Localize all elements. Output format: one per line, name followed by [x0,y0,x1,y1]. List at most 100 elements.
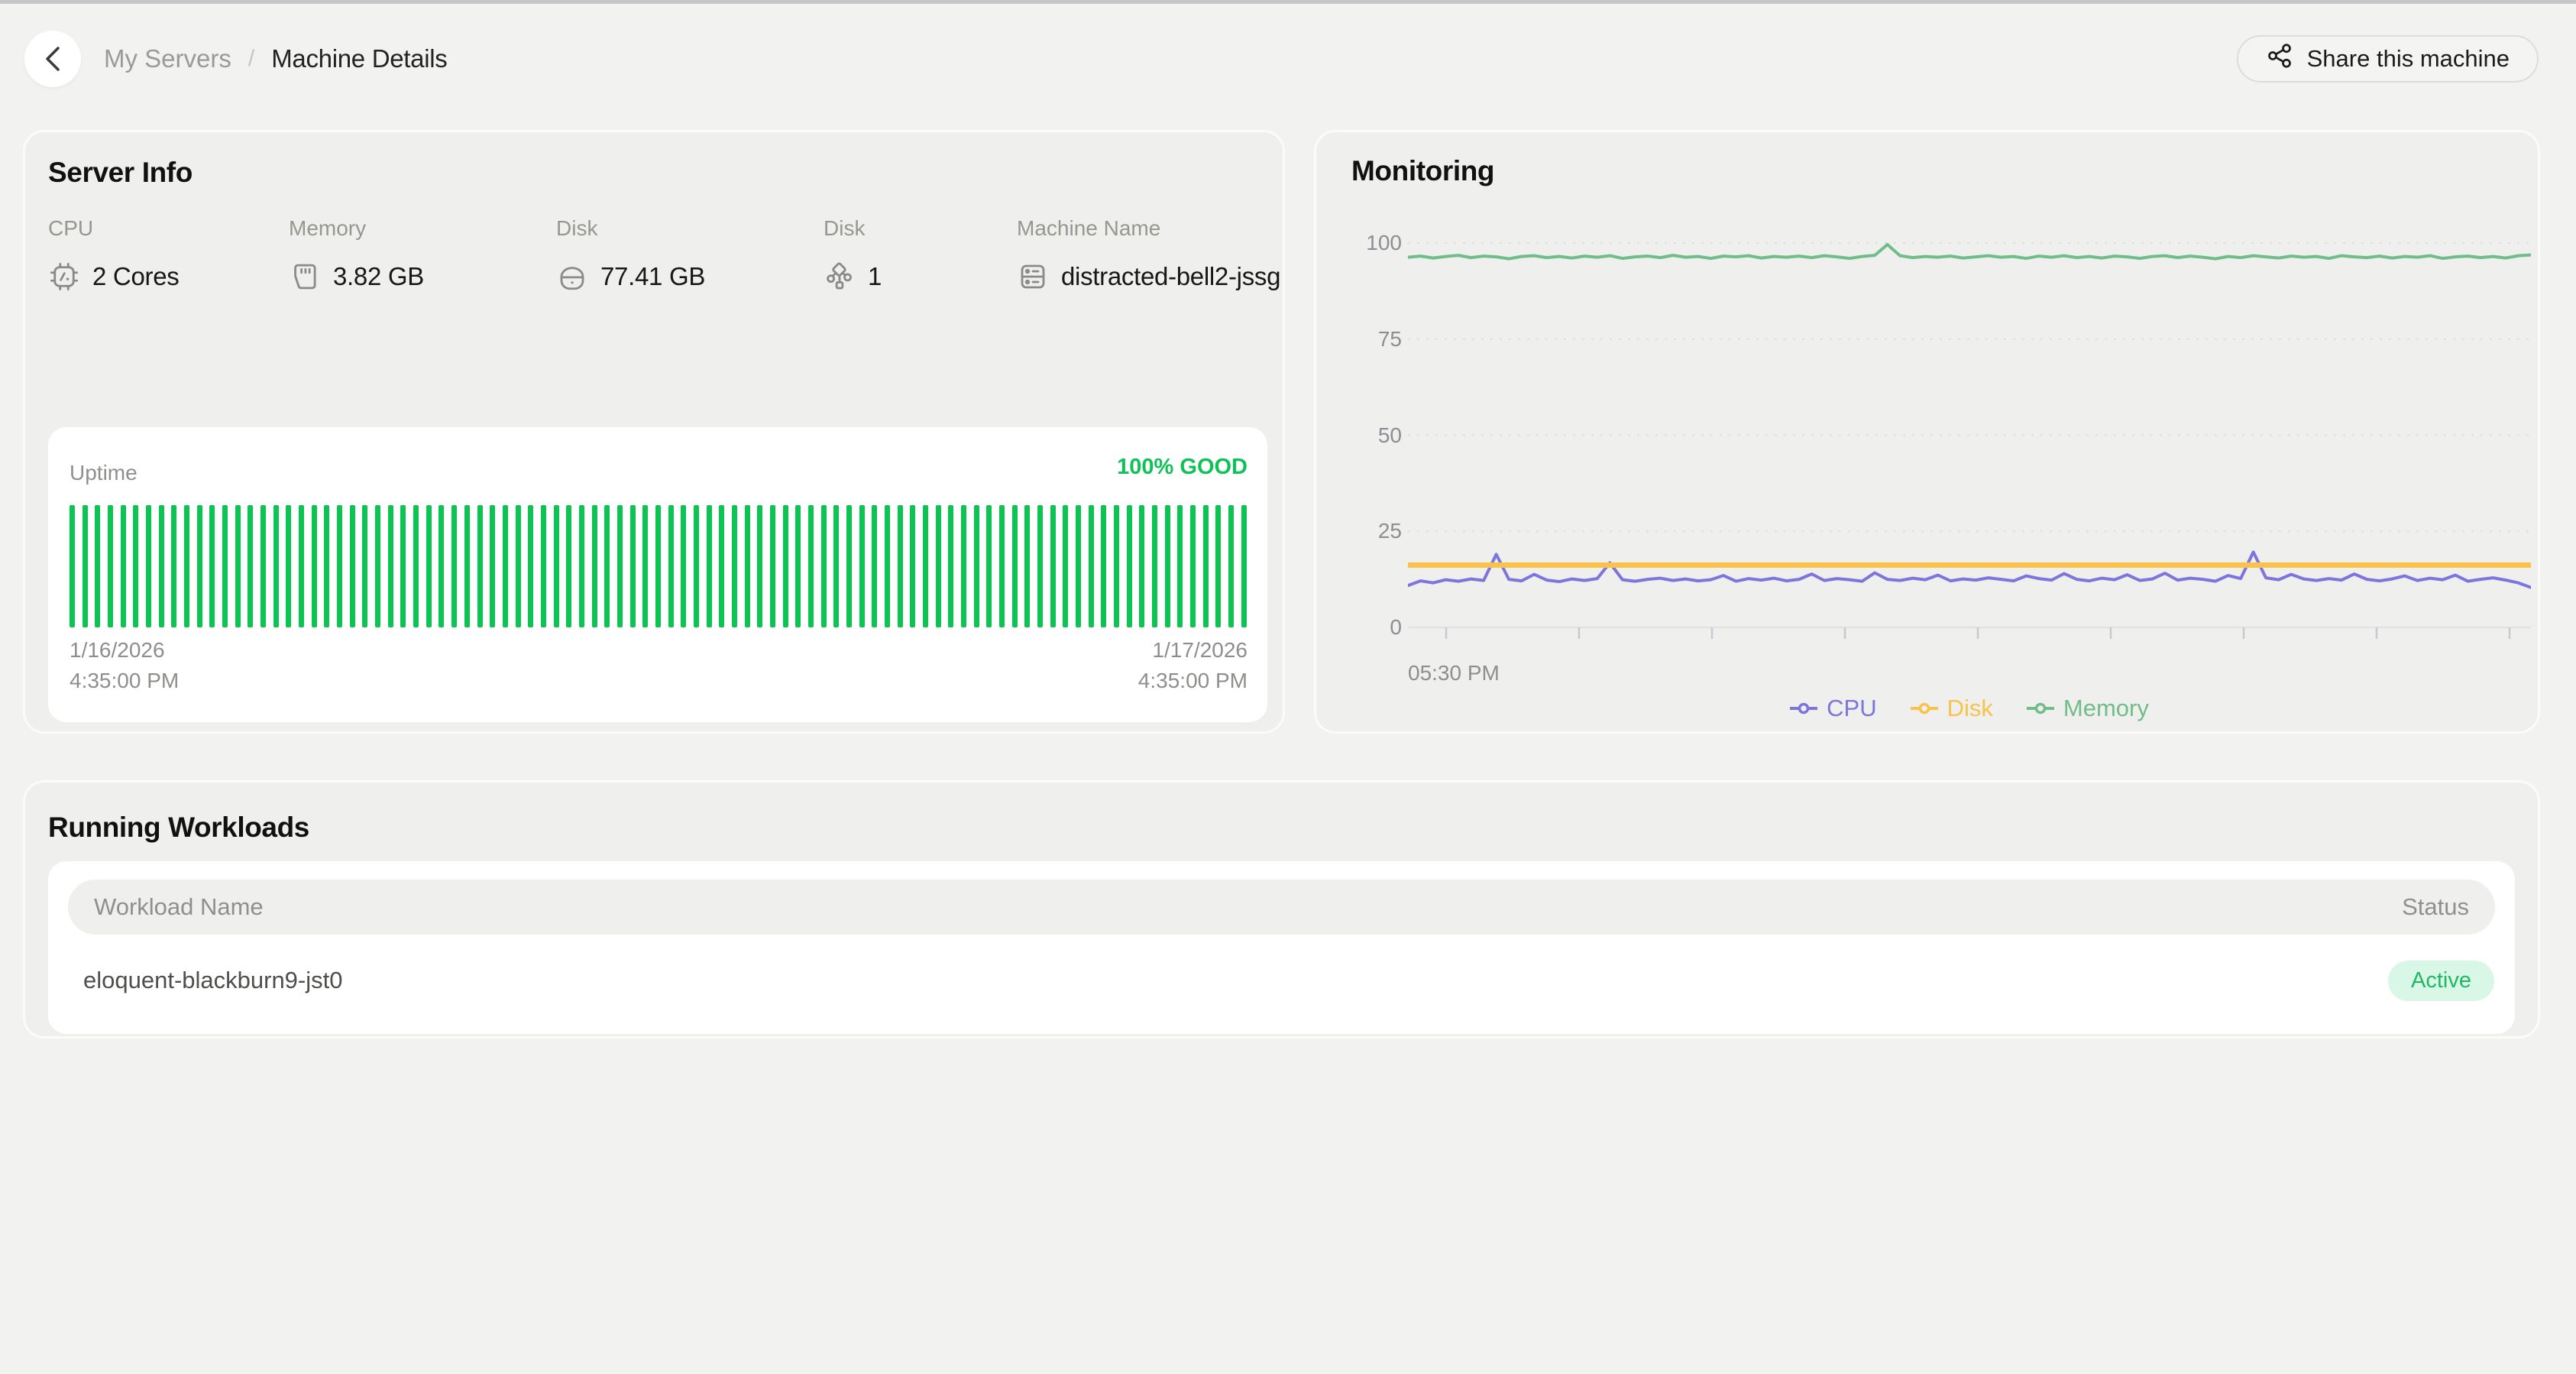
uptime-bar [1011,505,1018,627]
uptime-bar [439,505,445,627]
uptime-start: 1/16/2026 4:35:00 PM [70,638,180,692]
uptime-bar [235,505,241,627]
disk-size-value: 77.41 GB [600,262,706,290]
uptime-bar [1241,505,1247,627]
share-icon [2266,42,2293,76]
legend-item-memory[interactable]: Memory [2026,695,2149,722]
uptime-bar [923,505,929,627]
info-label: CPU [48,216,94,240]
uptime-bar [935,505,941,627]
uptime-bar [604,505,610,627]
y-tick-label: 100 [1366,231,1402,254]
uptime-bar [502,505,508,627]
uptime-label: Uptime [70,461,138,484]
uptime-bar [973,505,979,627]
legend-item-disk[interactable]: Disk [1910,695,1993,722]
uptime-bar [70,505,75,627]
breadcrumb: My Servers / Machine Details [104,31,448,87]
uptime-bar [426,505,432,627]
breadcrumb-machine-details: Machine Details [271,44,448,73]
uptime-bar [1050,505,1056,627]
uptime-bar [1101,505,1107,627]
breadcrumb-my-servers[interactable]: My Servers [104,44,231,73]
monitoring-title: Monitoring [1351,155,1495,186]
uptime-bar [731,505,737,627]
info-col-disk-count: Disk 1 [824,216,882,293]
cpu-value: 2 Cores [92,262,180,290]
uptime-bar [757,505,763,627]
uptime-bar [349,505,355,627]
chevron-left-icon [41,44,64,74]
uptime-bar [146,505,152,627]
back-button[interactable] [24,31,81,87]
uptime-bar [719,505,725,627]
uptime-bar [807,505,814,627]
uptime-bar [133,505,139,627]
uptime-bar [616,505,623,627]
window-top-strip [0,0,2576,4]
breadcrumb-separator: / [248,46,255,71]
server-info-title: Server Info [48,157,193,188]
workloads-table: Workload Name Status eloquent-blackburn9… [48,861,2515,1034]
uptime-bar [885,505,890,627]
y-tick-label: 75 [1377,326,1402,351]
server-info-grid: CPU 2 Cores Memory [25,216,1283,308]
uptime-bar [196,505,202,627]
uptime-bar [158,505,164,627]
uptime-bar [261,505,267,627]
uptime-bar [184,505,190,627]
legend-marker-icon [1790,702,1818,715]
uptime-bar [1190,505,1196,627]
uptime-bar [553,505,559,627]
uptime-bar [910,505,916,627]
uptime-bar [120,505,126,627]
uptime-bar [311,505,317,627]
running-workloads-title: Running Workloads [48,812,309,843]
uptime-bar [681,505,687,627]
server-info-card: Server Info CPU 2 Cores Memory [23,130,1285,734]
uptime-bar [1177,505,1183,627]
workloads-table-header: Workload Name Status [68,880,2495,935]
uptime-bar [82,505,88,627]
workload-row[interactable]: eloquent-blackburn9-jst0 Active [48,935,2515,1026]
share-button-label: Share this machine [2306,45,2510,72]
uptime-bar [744,505,750,627]
uptime-bar [387,505,393,627]
chart-x-axis-label: 05:30 PM [1408,661,1500,685]
workload-status-badge: Active [2388,961,2494,1001]
running-workloads-card: Running Workloads Workload Name Status e… [23,780,2540,1039]
uptime-bar [171,505,177,627]
memory-icon [289,261,321,293]
uptime-bar [1139,505,1145,627]
uptime-bar [795,505,801,627]
uptime-bar [1228,505,1235,627]
uptime-bar [961,505,967,627]
uptime-bar [337,505,343,627]
y-tick-label: 50 [1377,423,1402,447]
info-label: Machine Name [1017,216,1161,240]
uptime-bar [1126,505,1132,627]
monitoring-card: Monitoring 0 25 50 75 100 05:30 PM CPU Disk Me… [1314,130,2540,734]
uptime-bar [859,505,865,627]
share-machine-button[interactable]: Share this machine [2236,35,2539,83]
uptime-bar [540,505,546,627]
uptime-bar [1076,505,1082,627]
uptime-bar [375,505,381,627]
uptime-status: 100% GOOD [1117,455,1248,479]
uptime-bar [1215,505,1222,627]
machine-name-value: distracted-bell2-jssg [1061,262,1281,290]
uptime-bar [782,505,788,627]
workload-name: eloquent-blackburn9-jst0 [83,967,343,993]
uptime-bar [986,505,992,627]
uptime-bar [1063,505,1069,627]
uptime-bar [820,505,827,627]
y-tick-label: 25 [1377,519,1402,543]
chart-legend: CPU Disk Memory [1408,695,2531,722]
uptime-bar [999,505,1005,627]
uptime-bar [1114,505,1120,627]
uptime-bar [1024,505,1031,627]
uptime-bar [222,505,228,627]
uptime-bar [451,505,458,627]
column-status: Status [2402,893,2469,920]
legend-item-cpu[interactable]: CPU [1790,695,1877,722]
